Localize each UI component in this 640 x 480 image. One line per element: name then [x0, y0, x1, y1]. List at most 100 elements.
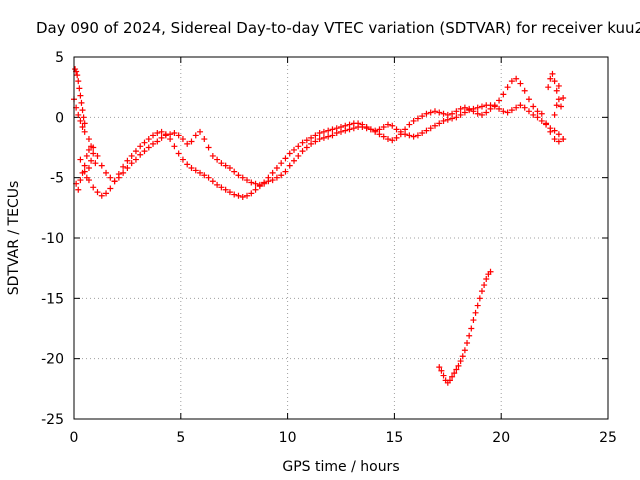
data-point [474, 104, 481, 111]
data-point [218, 160, 225, 167]
y-tick-label: -5 [50, 171, 64, 187]
data-point [75, 111, 82, 118]
data-point [525, 96, 532, 103]
data-point [158, 128, 165, 135]
data-point [239, 193, 246, 200]
data-point [414, 115, 421, 122]
data-point [521, 87, 528, 94]
data-point [85, 136, 92, 143]
data-point [419, 130, 426, 137]
data-point [389, 137, 396, 144]
data-point [508, 107, 515, 114]
data-point [338, 123, 344, 130]
y-tick-label: -20 [41, 352, 64, 368]
data-point [278, 172, 285, 179]
data-point [474, 110, 481, 117]
data-point [231, 168, 238, 175]
data-point [77, 156, 84, 163]
data-point [77, 177, 84, 184]
data-point [244, 192, 251, 199]
data-point [269, 177, 276, 184]
data-point [299, 139, 306, 146]
data-point [120, 169, 127, 176]
data-point [278, 160, 285, 167]
data-point [481, 282, 488, 289]
data-point [500, 108, 507, 115]
data-point [530, 111, 537, 118]
data-point [145, 136, 152, 143]
data-point [98, 162, 105, 169]
data-point [209, 152, 216, 159]
data-point [342, 122, 349, 129]
data-point [316, 136, 323, 143]
data-point [78, 99, 85, 106]
data-point [513, 75, 520, 82]
data-point [197, 128, 204, 135]
data-point [120, 163, 127, 170]
data-point [440, 110, 447, 117]
data-point [214, 156, 221, 163]
x-tick-label: 15 [385, 430, 403, 446]
data-point [235, 172, 242, 179]
data-point [77, 117, 84, 124]
data-point [380, 123, 387, 130]
data-point [470, 317, 477, 324]
x-tick-label: 5 [176, 430, 185, 446]
data-point [291, 157, 298, 164]
data-point [478, 103, 485, 110]
data-point [256, 183, 263, 190]
data-point [184, 140, 191, 147]
data-point [244, 177, 251, 184]
data-point [472, 309, 479, 316]
data-point [299, 148, 306, 155]
data-point [466, 105, 473, 112]
data-point [188, 138, 195, 145]
data-point [496, 97, 503, 104]
data-point [226, 189, 233, 196]
data-point [94, 189, 101, 196]
data-point [459, 353, 466, 360]
data-point [124, 157, 131, 164]
data-point [167, 136, 174, 143]
data-point [188, 165, 195, 172]
data-point [553, 87, 560, 94]
data-point [423, 110, 430, 117]
data-point [222, 162, 229, 169]
data-point [427, 125, 434, 132]
data-point [79, 107, 86, 114]
data-point [551, 127, 558, 134]
data-point [85, 165, 92, 172]
data-point [553, 102, 560, 109]
y-tick-label: -25 [41, 412, 64, 428]
data-point [513, 104, 520, 111]
data-point [508, 78, 515, 85]
data-point [440, 117, 447, 124]
data-point [543, 120, 550, 127]
data-point [376, 131, 383, 138]
data-point [380, 133, 387, 140]
data-point [436, 120, 443, 127]
data-point [235, 192, 242, 199]
data-point [359, 121, 366, 128]
data-point [431, 108, 438, 115]
x-axis-label: GPS time / hours [282, 459, 399, 475]
data-point [239, 174, 246, 181]
data-point [423, 127, 430, 134]
data-point [453, 108, 460, 115]
data-point [312, 132, 319, 139]
data-point [88, 157, 95, 164]
data-point [286, 150, 293, 157]
x-tick-label: 0 [70, 430, 79, 446]
data-point [534, 114, 541, 121]
data-point [402, 126, 409, 133]
data-point [214, 181, 221, 188]
data-point [555, 96, 562, 103]
data-point [504, 84, 511, 91]
data-point [333, 125, 340, 132]
data-point [201, 136, 208, 143]
data-point [449, 373, 456, 380]
data-point [545, 84, 552, 91]
data-point [547, 75, 554, 82]
data-point [436, 109, 443, 116]
data-point [150, 132, 157, 139]
